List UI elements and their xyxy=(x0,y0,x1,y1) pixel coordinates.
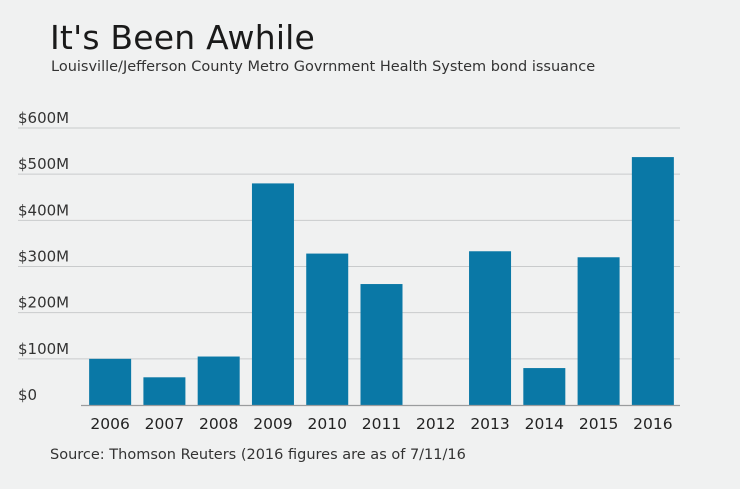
bar-2009 xyxy=(251,183,294,405)
x-tick-label: 2008 xyxy=(199,415,238,433)
x-tick-label: 2016 xyxy=(633,415,672,433)
y-tick-label: $600M xyxy=(18,109,69,127)
y-tick-label: $0 xyxy=(18,386,37,404)
x-tick-label: 2015 xyxy=(579,415,618,433)
bar-2014 xyxy=(523,368,566,405)
bar-2016 xyxy=(631,157,674,405)
y-tick-label: $500M xyxy=(18,155,69,173)
y-tick-label: $300M xyxy=(18,248,69,266)
x-tick-label: 2006 xyxy=(90,415,129,433)
x-tick-label: 2007 xyxy=(145,415,184,433)
bar-2007 xyxy=(143,377,186,405)
bar-2015 xyxy=(577,257,620,405)
bar-2008 xyxy=(197,356,240,405)
x-tick-label: 2011 xyxy=(362,415,401,433)
x-tick-label: 2009 xyxy=(253,415,292,433)
x-tick-label: 2012 xyxy=(416,415,455,433)
y-tick-label: $200M xyxy=(18,294,69,312)
x-tick-label: 2013 xyxy=(470,415,509,433)
x-tick-label: 2010 xyxy=(308,415,347,433)
y-tick-label: $100M xyxy=(18,340,69,358)
chart-title: It's Been Awhile xyxy=(50,18,316,57)
bar-2010 xyxy=(306,253,349,405)
bar-2011 xyxy=(360,284,403,405)
chart-subtitle: Louisville/Jefferson County Metro Govrnm… xyxy=(51,59,596,75)
bar-2006 xyxy=(89,358,132,405)
x-tick-label: 2014 xyxy=(525,415,564,433)
bar-2013 xyxy=(469,251,512,405)
source-note: Source: Thomson Reuters (2016 figures ar… xyxy=(50,447,466,463)
y-tick-label: $400M xyxy=(18,201,69,219)
